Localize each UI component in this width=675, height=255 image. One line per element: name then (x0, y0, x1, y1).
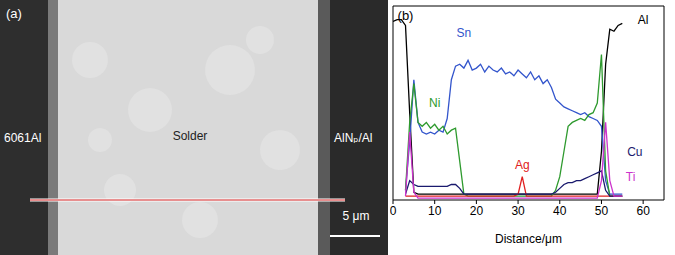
svg-text:(b): (b) (398, 8, 414, 23)
svg-text:Solder: Solder (173, 129, 208, 143)
svg-text:(a): (a) (6, 6, 22, 21)
svg-text:5 μm: 5 μm (343, 209, 370, 223)
svg-text:Cu: Cu (627, 145, 642, 159)
svg-text:Sn: Sn (457, 26, 472, 40)
svg-text:6061Al: 6061Al (4, 131, 41, 145)
svg-text:10: 10 (428, 204, 442, 218)
svg-text:60: 60 (636, 204, 650, 218)
svg-text:Ag: Ag (515, 158, 530, 172)
svg-text:AlNₚ/Al: AlNₚ/Al (334, 131, 372, 145)
svg-text:Distance/μm: Distance/μm (495, 232, 562, 246)
svg-text:0: 0 (390, 204, 397, 218)
svg-text:Ni: Ni (429, 96, 440, 110)
svg-text:30: 30 (511, 204, 525, 218)
svg-text:50: 50 (595, 204, 609, 218)
svg-text:Ti: Ti (626, 170, 636, 184)
svg-text:40: 40 (553, 204, 567, 218)
svg-text:20: 20 (470, 204, 484, 218)
svg-text:Al: Al (638, 13, 649, 27)
